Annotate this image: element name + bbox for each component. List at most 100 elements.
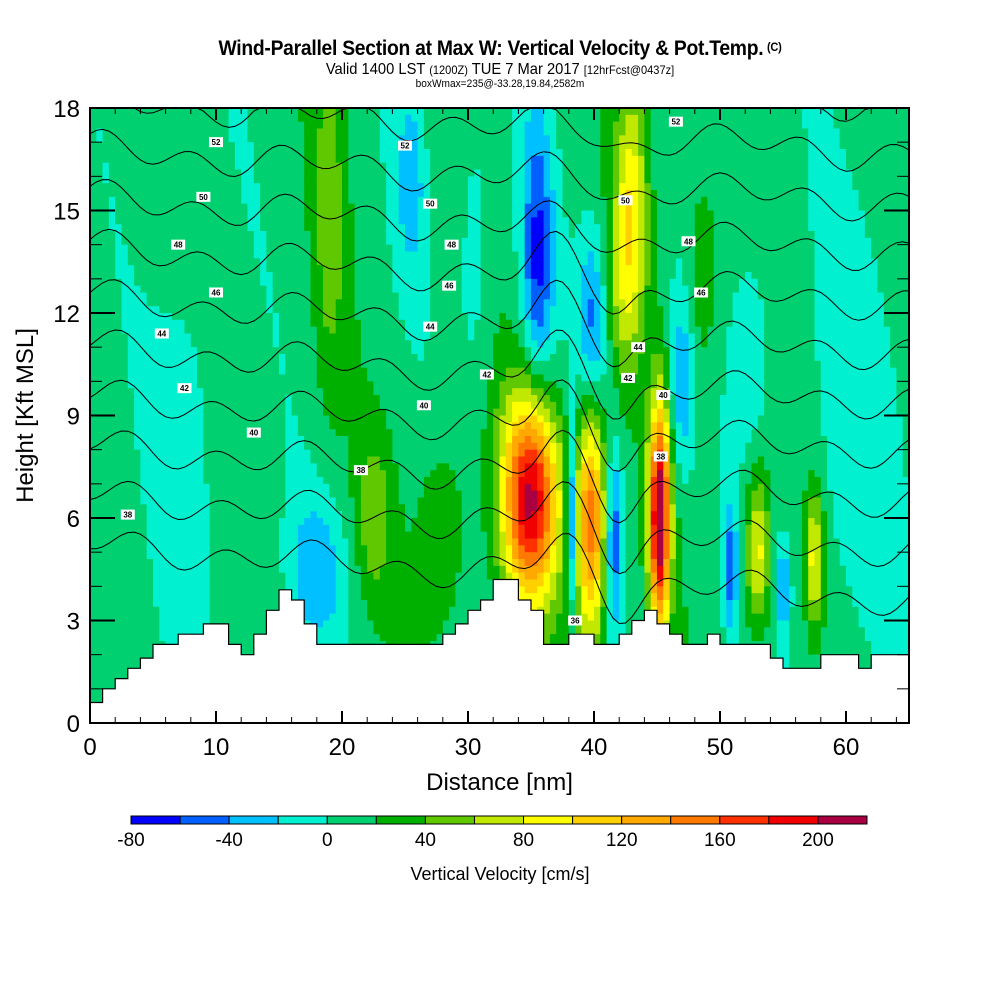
w-cell: [411, 606, 419, 615]
w-cell: [222, 483, 230, 492]
w-cell: [272, 538, 280, 546]
w-cell: [253, 436, 261, 444]
w-cell: [216, 442, 223, 451]
w-cell: [165, 538, 173, 546]
w-cell: [134, 524, 141, 533]
w-cell: [379, 531, 387, 540]
w-cell: [417, 190, 425, 198]
w-cell: [323, 108, 330, 116]
w-cell: [329, 511, 337, 519]
w-cell: [90, 319, 97, 328]
w-cell: [316, 319, 324, 328]
w-cell: [127, 606, 135, 615]
w-cell: [209, 272, 217, 280]
w-cell: [90, 675, 97, 683]
w-cell: [121, 422, 129, 430]
w-cell: [417, 135, 425, 143]
w-cell: [411, 149, 419, 157]
w-cell: [323, 429, 330, 437]
w-cell: [297, 278, 305, 287]
w-cell: [115, 196, 123, 205]
w-cell: [209, 340, 217, 348]
w-cell: [329, 477, 337, 485]
w-cell: [159, 600, 167, 608]
w-cell: [266, 531, 274, 540]
w-cell: [153, 183, 160, 191]
w-cell: [159, 497, 167, 505]
w-cell: [291, 347, 299, 355]
w-cell: [134, 442, 141, 451]
w-cell: [386, 135, 393, 143]
w-cell: [316, 313, 324, 321]
w-cell: [222, 518, 230, 526]
w-cell: [127, 538, 135, 546]
w-cell: [108, 183, 116, 191]
w-cell: [253, 511, 261, 519]
w-cell: [184, 470, 192, 478]
w-cell: [392, 176, 400, 184]
w-cell: [146, 196, 154, 205]
w-cell: [127, 490, 135, 499]
w-cell: [354, 449, 362, 458]
w-cell: [222, 142, 230, 150]
w-cell: [279, 347, 286, 355]
w-cell: [285, 231, 293, 239]
w-cell: [197, 285, 204, 294]
w-cell: [241, 183, 249, 191]
w-cell: [197, 497, 204, 505]
w-cell: [102, 647, 110, 656]
w-cell: [285, 272, 293, 280]
w-cell: [178, 142, 186, 150]
w-cell: [285, 483, 293, 492]
w-cell: [90, 682, 97, 690]
w-cell: [247, 333, 255, 341]
w-cell: [348, 381, 356, 389]
w-cell: [354, 572, 362, 581]
w-cell: [184, 258, 192, 266]
w-cell: [234, 360, 242, 369]
w-cell: [329, 627, 337, 635]
w-cell: [291, 258, 299, 266]
w-cell: [222, 401, 230, 410]
w-cell: [247, 258, 255, 266]
w-cell: [392, 244, 400, 253]
w-cell: [297, 128, 305, 136]
w-cell: [373, 231, 381, 239]
w-cell: [279, 429, 286, 437]
w-cell: [253, 142, 261, 150]
w-cell: [216, 176, 223, 184]
w-cell: [234, 108, 242, 116]
w-cell: [134, 272, 141, 280]
w-cell: [127, 627, 135, 635]
w-cell: [159, 565, 167, 574]
w-cell: [216, 586, 223, 594]
w-cell: [134, 190, 141, 198]
w-cell: [234, 319, 242, 328]
w-cell: [266, 190, 274, 198]
w-cell: [316, 408, 324, 417]
w-cell: [310, 128, 318, 136]
w-cell: [316, 299, 324, 307]
w-cell: [260, 422, 267, 430]
w-cell: [234, 114, 242, 123]
w-cell: [291, 244, 299, 253]
w-cell: [228, 155, 236, 164]
w-cell: [153, 518, 160, 526]
w-cell: [90, 579, 97, 587]
w-cell: [367, 586, 375, 594]
w-cell: [411, 559, 419, 567]
w-cell: [360, 265, 368, 273]
w-cell: [171, 579, 179, 587]
w-cell: [354, 422, 362, 430]
w-cell: [285, 244, 293, 253]
w-cell: [260, 333, 267, 341]
w-cell: [430, 545, 438, 553]
w-cell: [411, 354, 419, 362]
w-cell: [329, 285, 337, 294]
w-cell: [247, 244, 255, 253]
w-cell: [285, 313, 293, 321]
w-cell: [304, 463, 312, 471]
w-cell: [253, 231, 261, 239]
w-cell: [90, 463, 97, 471]
w-cell: [291, 162, 299, 171]
